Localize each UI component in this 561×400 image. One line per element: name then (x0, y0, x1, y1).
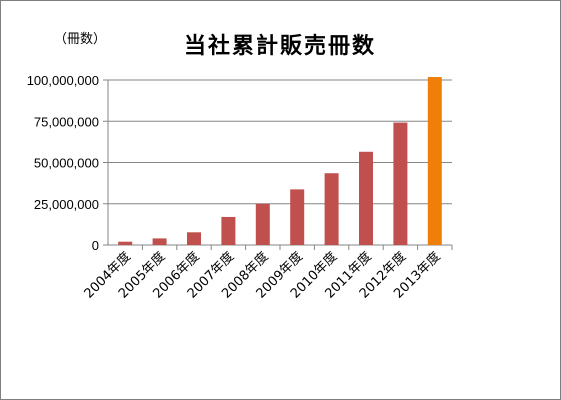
bar-2005年度 (152, 238, 167, 245)
bar-2010年度 (324, 173, 339, 245)
bars (118, 77, 442, 245)
bar-2007年度 (221, 216, 236, 245)
y-tick-label: 100,000,000 (27, 73, 99, 88)
y-tick-label: 25,000,000 (34, 197, 99, 212)
chart-title: 当社累計販売冊数 (183, 34, 376, 59)
bar-2006年度 (187, 232, 201, 245)
y-tick-label: 0 (92, 238, 99, 253)
y-tick-label: 50,000,000 (34, 156, 99, 171)
bar-2013年度 (427, 77, 442, 245)
bar-2011年度 (359, 151, 373, 245)
bar-2004年度 (118, 241, 133, 245)
unit-label: （冊数） (54, 32, 107, 47)
bar-2012年度 (393, 122, 408, 245)
y-tick-label: 75,000,000 (34, 114, 99, 129)
x-axis-tick-labels: 2004年度2005年度2006年度2007年度2008年度2009年度2010… (81, 249, 444, 302)
bar-2008年度 (255, 203, 270, 245)
y-axis-tick-labels: 0 25,000,000 50,000,000 75,000,000 100,000,0… (27, 73, 99, 253)
bar-2009年度 (290, 189, 305, 245)
